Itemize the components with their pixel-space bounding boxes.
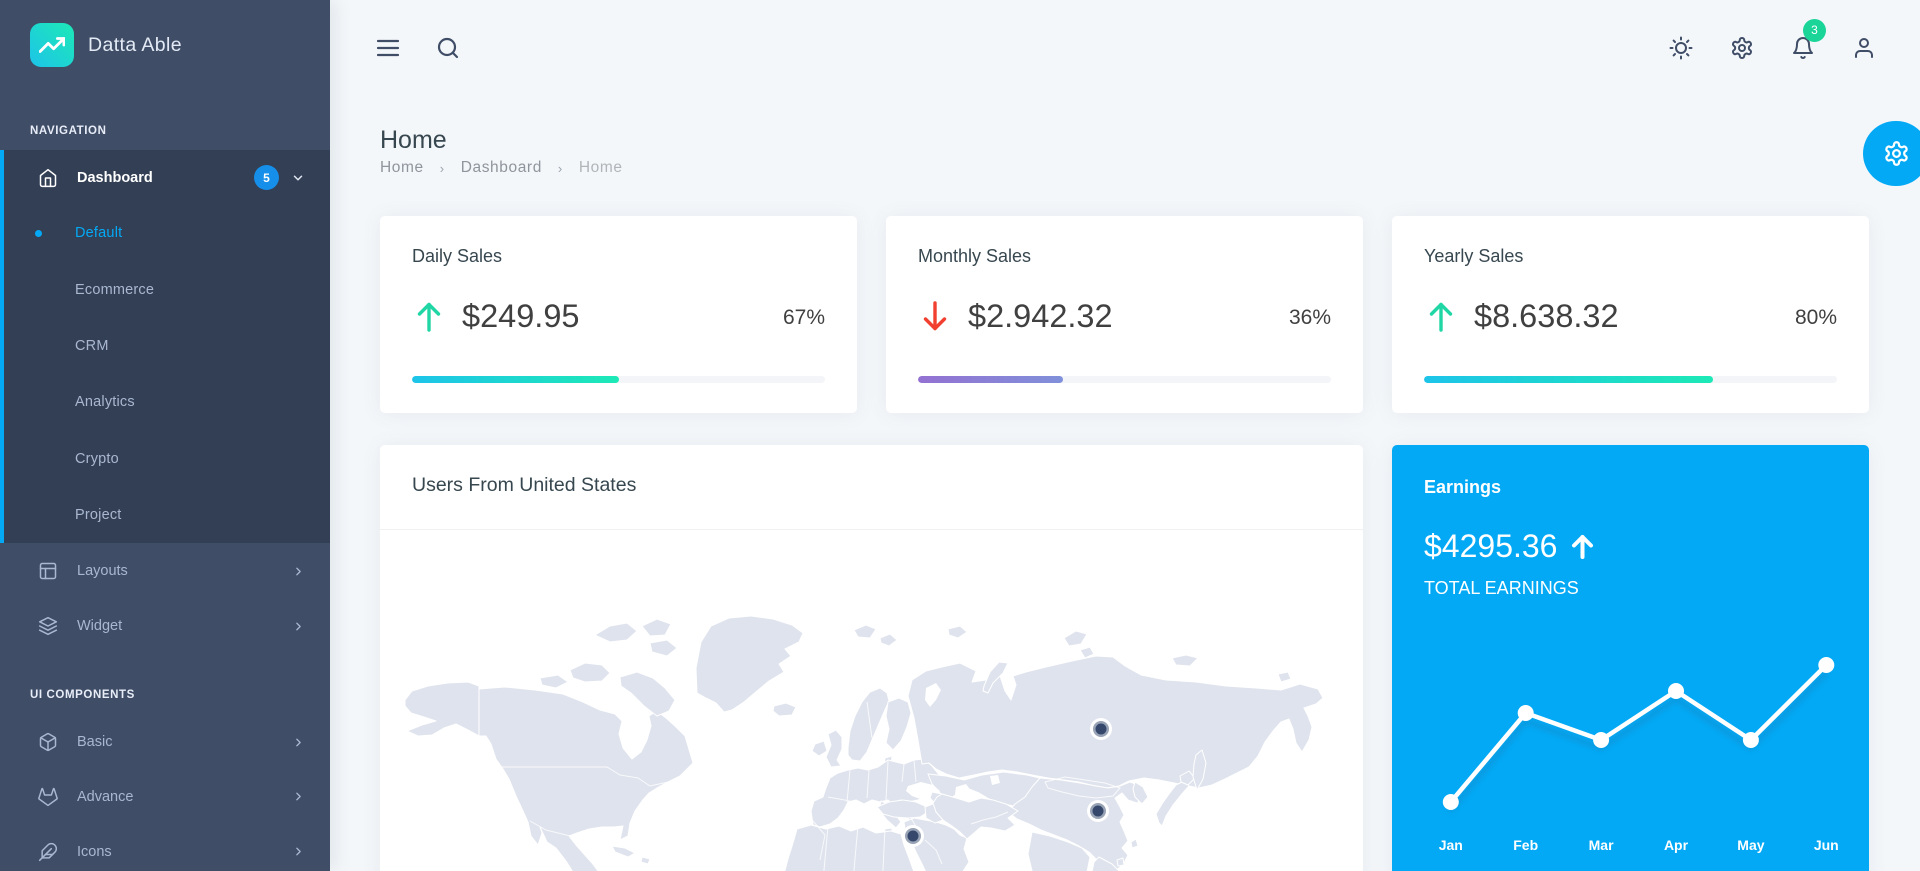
- svg-text:Jun: Jun: [1814, 837, 1839, 853]
- svg-text:Apr: Apr: [1664, 837, 1689, 853]
- svg-text:Mar: Mar: [1589, 837, 1614, 853]
- svg-text:Feb: Feb: [1513, 837, 1538, 853]
- svg-text:May: May: [1737, 837, 1764, 853]
- svg-text:Jan: Jan: [1439, 837, 1463, 853]
